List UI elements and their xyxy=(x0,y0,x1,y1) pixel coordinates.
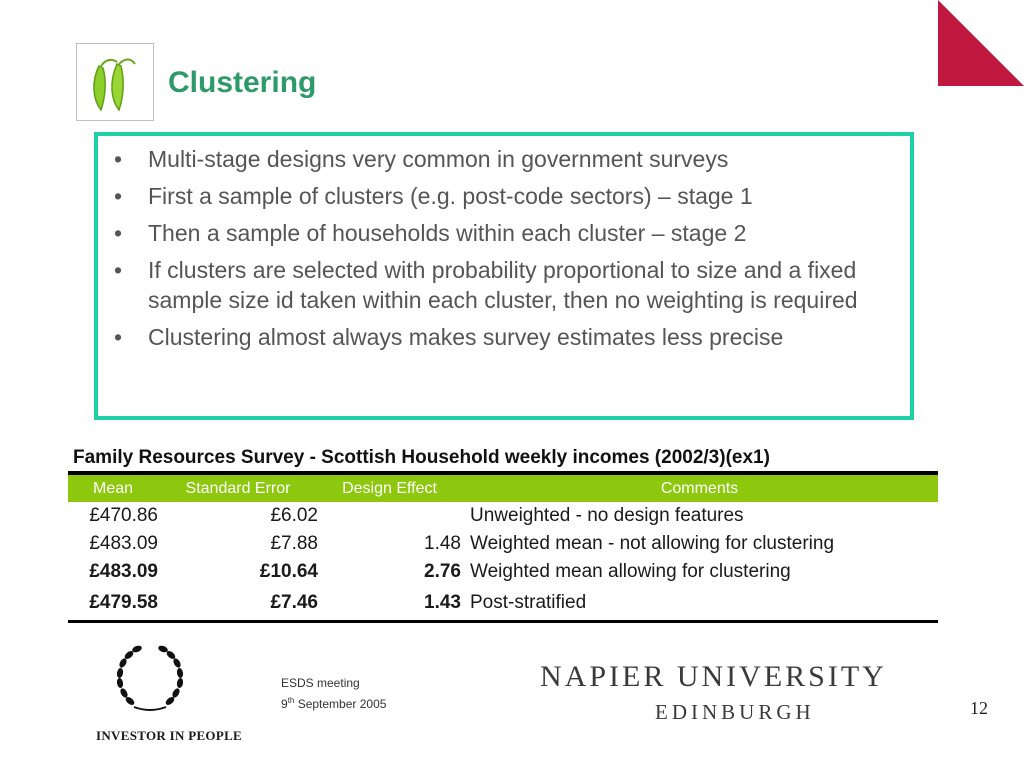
header-design-effect: Design Effect xyxy=(342,479,437,497)
table-row: £470.86 £6.02 Unweighted - no design fea… xyxy=(68,502,938,530)
bullet-text: Then a sample of households within each … xyxy=(148,220,747,246)
bullet-marker: • xyxy=(114,183,123,209)
cell-mean: £483.09 xyxy=(89,533,158,554)
table-caption: Family Resources Survey - Scottish House… xyxy=(73,447,770,468)
table-bottom-rule xyxy=(68,620,938,623)
page-number: 12 xyxy=(970,698,988,718)
cell-design-effect: 1.48 xyxy=(424,533,461,554)
cell-comment: Unweighted - no design features xyxy=(470,505,744,526)
bullet-text: Multi-stage designs very common in gover… xyxy=(148,146,729,172)
university-name: NAPIER UNIVERSITY xyxy=(540,660,887,693)
bullet-item: • If clusters are selected with probabili… xyxy=(110,255,892,315)
bullet-item: • Then a sample of households within each… xyxy=(110,218,892,248)
meeting-day-suffix: th xyxy=(287,696,295,705)
cell-standard-error: £10.64 xyxy=(259,561,318,582)
cell-standard-error: £7.46 xyxy=(270,592,318,613)
cell-comment: Post-stratified xyxy=(470,592,587,613)
cell-design-effect: 1.43 xyxy=(424,592,461,613)
table-header-row: Mean Standard Error Design Effect Commen… xyxy=(68,475,938,502)
meeting-date: 9th September 2005 xyxy=(281,692,386,713)
cell-mean: £483.09 xyxy=(89,561,158,582)
corner-triangle-decoration xyxy=(938,0,1024,86)
meeting-line: ESDS meeting xyxy=(281,676,360,690)
cell-design-effect: 2.76 xyxy=(424,561,461,582)
bullet-marker: • xyxy=(114,220,123,246)
meeting-info: ESDS meeting 9th September 2005 xyxy=(281,675,386,713)
cell-standard-error: £6.02 xyxy=(270,505,318,526)
meeting-month-year: September 2005 xyxy=(294,697,387,711)
table-top-rule xyxy=(68,471,938,475)
bullet-list: • Multi-stage designs very common in gove… xyxy=(110,144,892,352)
cell-standard-error: £7.88 xyxy=(270,533,318,554)
cell-comment: Weighted mean allowing for clustering xyxy=(470,561,791,582)
bullet-box: • Multi-stage designs very common in gove… xyxy=(94,132,914,420)
meeting-day: 9 xyxy=(281,697,288,711)
cell-comment: Weighted mean - not allowing for cluster… xyxy=(470,533,835,554)
income-table: Mean Standard Error Design Effect Commen… xyxy=(68,471,938,623)
table-row: £479.58 £7.46 1.43 Post-stratified xyxy=(68,586,938,620)
cell-mean: £470.86 xyxy=(89,505,158,526)
bullet-item: • Multi-stage designs very common in gove… xyxy=(110,144,892,174)
table-row: £483.09 £10.64 2.76 Weighted mean allowi… xyxy=(68,558,938,586)
slide-logo xyxy=(76,43,154,121)
bullet-marker: • xyxy=(114,146,123,172)
bullet-marker: • xyxy=(114,324,123,350)
university-city: EDINBURGH xyxy=(655,700,815,724)
table-row: £483.09 £7.88 1.48 Weighted mean - not a… xyxy=(68,530,938,558)
header-comments: Comments xyxy=(660,479,739,497)
bullet-text: Clustering almost always makes survey es… xyxy=(148,324,784,350)
bullet-item: • First a sample of clusters (e.g. post-c… xyxy=(110,181,892,211)
cell-mean: £479.58 xyxy=(89,592,158,613)
header-standard-error: Standard Error xyxy=(185,479,291,497)
header-mean: Mean xyxy=(92,479,134,497)
bullet-text: If clusters are selected with probabilit… xyxy=(148,257,858,313)
pea-pod-icon xyxy=(93,58,136,112)
investor-in-people-label: INVESTOR IN PEOPLE xyxy=(96,728,243,743)
bullet-text: First a sample of clusters (e.g. post-co… xyxy=(148,183,753,209)
slide-title: Clustering xyxy=(168,66,317,99)
laurel-wreath-icon xyxy=(116,645,184,711)
bullet-marker: • xyxy=(114,257,123,283)
bullet-item: • Clustering almost always makes survey e… xyxy=(110,322,892,352)
